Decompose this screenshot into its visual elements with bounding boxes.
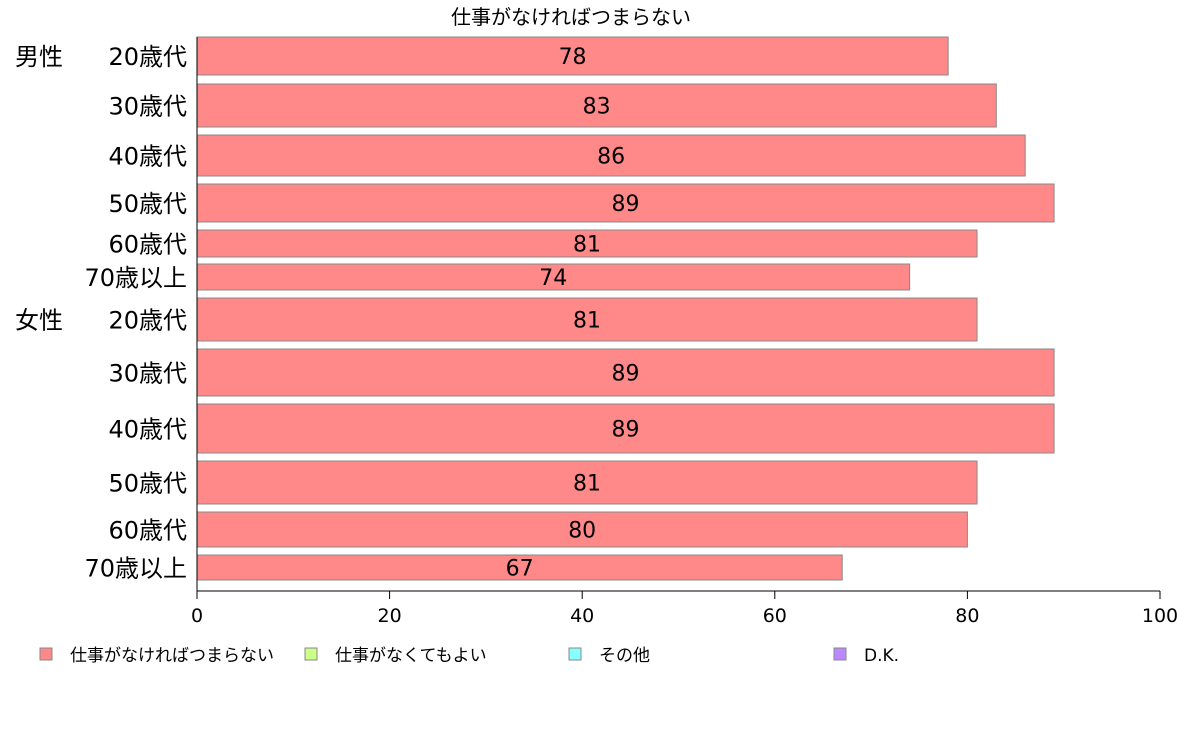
bar-value-label: 89: [612, 362, 640, 387]
bar-value-label: 74: [539, 266, 567, 291]
legend-label: その他: [599, 646, 650, 666]
bar-value-label: 81: [573, 472, 601, 497]
bar-value-label: 67: [506, 557, 534, 582]
bar: [196, 511, 968, 548]
bar-value-label: 89: [612, 192, 640, 217]
bar: [196, 554, 843, 581]
category-label: 40歳代: [108, 143, 187, 171]
category-label: 60歳代: [108, 517, 187, 545]
bar: [196, 134, 1026, 177]
group-label: 男性: [15, 43, 63, 71]
bar-value-label: 81: [573, 309, 601, 334]
category-label: 20歳代: [108, 307, 187, 335]
bar-value-label: 83: [583, 95, 611, 120]
bar-value-label: 80: [568, 519, 596, 544]
chart-title: 仕事がなければつまらない: [451, 5, 691, 29]
legend-swatch: [568, 647, 582, 661]
x-tick-label: 80: [955, 605, 979, 627]
bar-value-label: 89: [612, 418, 640, 443]
x-tick-label: 20: [378, 605, 402, 627]
legend-swatch: [304, 647, 318, 661]
legend-label: D.K.: [864, 646, 899, 666]
x-tick-label: 40: [570, 605, 594, 627]
x-tick-label: 60: [763, 605, 787, 627]
legend: 仕事がなければつまらない 仕事がなくてもよい その他 D.K.: [39, 646, 899, 666]
category-label: 30歳代: [108, 360, 187, 388]
legend-label: 仕事がなければつまらない: [70, 646, 274, 666]
bar: [196, 297, 978, 342]
bar-value-label: 78: [559, 45, 587, 70]
category-label: 70歳以上: [84, 264, 187, 292]
category-label: 60歳代: [108, 231, 187, 259]
bar: [196, 183, 1055, 223]
x-tick-label: 0: [191, 605, 203, 627]
legend-label: 仕事がなくてもよい: [335, 646, 487, 666]
category-label: 50歳代: [108, 470, 187, 498]
legend-swatch: [833, 647, 847, 661]
category-label: 20歳代: [108, 43, 187, 71]
category-label: 70歳以上: [84, 555, 187, 583]
category-label: 40歳代: [108, 416, 187, 444]
group-label: 女性: [15, 307, 63, 335]
x-axis: 0 20 40 60 80 100: [191, 37, 1178, 627]
bars-group: 78 20歳代 男性 83 30歳代 86 40歳代 89 50歳代 81 60歳代 74 70歳以上 8…: [15, 36, 1055, 583]
bar-value-label: 81: [573, 233, 601, 258]
bar: [196, 36, 949, 76]
bar-value-label: 86: [597, 145, 625, 170]
bar: [196, 83, 997, 128]
category-label: 30歳代: [108, 93, 187, 121]
category-label: 50歳代: [108, 190, 187, 218]
bar: [196, 460, 978, 505]
x-tick-label: 100: [1142, 605, 1178, 627]
bar: [196, 229, 978, 258]
legend-swatch: [39, 647, 53, 661]
